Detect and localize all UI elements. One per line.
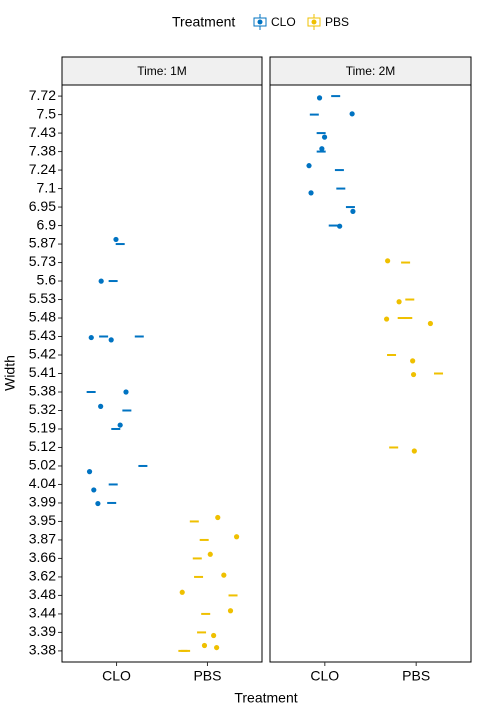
y-tick-label: 5.48: [29, 309, 56, 325]
y-tick-label: 5.42: [29, 346, 56, 362]
y-tick-label: 7.5: [37, 105, 57, 121]
point: [98, 278, 104, 284]
point: [349, 111, 355, 117]
y-tick-label: 5.73: [29, 253, 56, 269]
point: [214, 644, 220, 651]
point: [215, 514, 221, 521]
y-tick-label: 5.32: [29, 401, 56, 417]
y-tick-label: 7.1: [37, 179, 57, 195]
point: [319, 146, 325, 152]
y-tick-label: 3.95: [29, 512, 56, 528]
point: [179, 589, 185, 595]
y-tick-label: 3.66: [29, 549, 56, 565]
y-tick-label: 5.19: [29, 420, 56, 436]
point: [201, 642, 208, 649]
x-tick-label: CLO: [102, 668, 131, 684]
y-tick-label: 3.48: [29, 586, 56, 602]
y-tick-label: 3.99: [29, 494, 56, 510]
y-tick-label: 3.39: [29, 623, 56, 639]
y-tick-label: 5.12: [29, 438, 56, 454]
y-tick-label: 5.38: [29, 383, 56, 399]
y-tick-label: 6.95: [29, 198, 56, 214]
point: [88, 334, 94, 341]
y-tick-label: 5.53: [29, 290, 56, 306]
y-tick-label: 5.6: [37, 272, 57, 288]
strip-label: Time: 2M: [346, 64, 396, 78]
x-axis-label: Treatment: [234, 690, 297, 706]
y-tick-label: 5.02: [29, 457, 56, 473]
legend-key: [311, 19, 317, 25]
point: [350, 208, 356, 214]
y-tick-label: 7.72: [29, 87, 56, 103]
point: [227, 608, 234, 614]
y-tick-label: 3.87: [29, 531, 56, 547]
point: [123, 389, 129, 395]
point: [337, 223, 343, 229]
point: [233, 534, 240, 540]
point: [86, 469, 93, 475]
point: [221, 572, 227, 578]
point: [384, 316, 390, 322]
legend-key: [257, 19, 263, 25]
y-tick-label: 5.43: [29, 327, 56, 343]
point: [321, 134, 328, 140]
point: [95, 500, 101, 507]
legend-title: Treatment: [172, 14, 235, 30]
point: [117, 422, 123, 428]
y-tick-label: 7.43: [29, 124, 56, 140]
y-tick-label: 3.44: [29, 605, 56, 621]
y-axis-label: Width: [2, 355, 18, 391]
point: [427, 320, 434, 327]
y-tick-label: 3.38: [29, 642, 56, 658]
point: [410, 358, 416, 364]
point: [113, 236, 119, 243]
y-tick-label: 7.38: [29, 142, 56, 158]
panel: [61, 84, 263, 663]
point: [410, 371, 417, 378]
point: [98, 403, 104, 409]
legend-label: PBS: [325, 15, 349, 29]
point: [316, 95, 323, 101]
point: [411, 448, 417, 454]
point: [306, 163, 312, 169]
point: [207, 551, 213, 557]
legend-label: CLO: [271, 15, 296, 29]
point: [211, 632, 217, 639]
point: [385, 258, 391, 264]
y-tick-label: 3.62: [29, 568, 56, 584]
y-tick-label: 5.87: [29, 235, 56, 251]
strip-background: [269, 56, 472, 86]
point: [308, 190, 314, 196]
x-tick-label: PBS: [193, 668, 221, 684]
point: [91, 487, 97, 493]
point: [108, 337, 114, 343]
x-tick-label: PBS: [402, 668, 430, 684]
y-tick-label: 6.9: [37, 216, 57, 232]
y-tick-label: 5.41: [29, 364, 56, 380]
x-tick-label: CLO: [310, 668, 339, 684]
y-tick-label: 4.04: [29, 475, 56, 491]
point: [396, 299, 402, 305]
strip-label: Time: 1M: [137, 64, 187, 78]
y-tick-label: 7.24: [29, 161, 56, 177]
